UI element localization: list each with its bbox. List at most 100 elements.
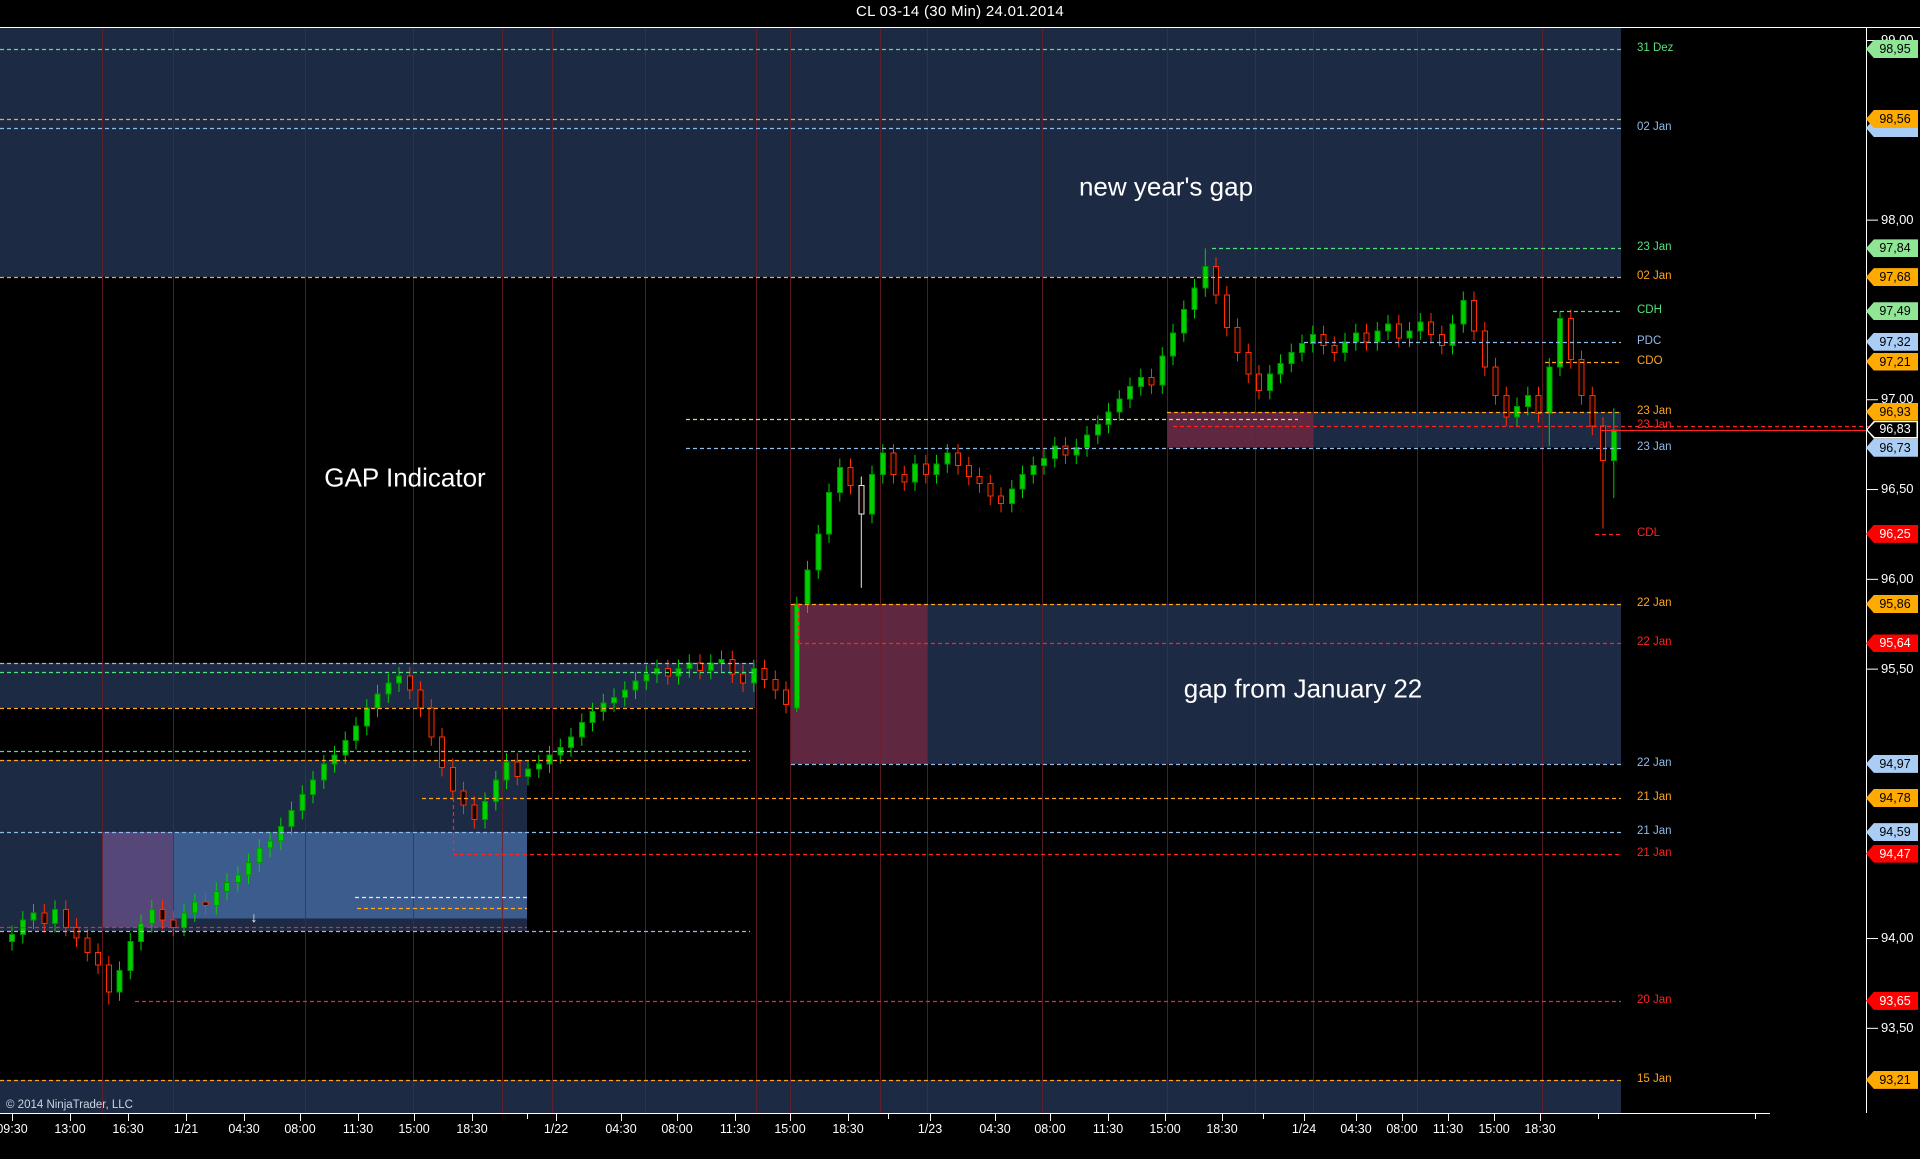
time-axis-label[interactable]: 15:00 xyxy=(774,1122,806,1136)
candle xyxy=(750,659,757,692)
candle xyxy=(84,929,91,962)
time-axis-label[interactable]: 15:00 xyxy=(1149,1122,1181,1136)
time-axis-label[interactable]: 04:30 xyxy=(1340,1122,1372,1136)
candle xyxy=(1503,386,1510,427)
time-axis-label[interactable]: 18:30 xyxy=(1524,1122,1556,1136)
time-axis-label[interactable]: 1/23 xyxy=(917,1122,943,1136)
candle xyxy=(1266,365,1273,400)
candle xyxy=(1342,332,1348,362)
candle xyxy=(740,665,746,692)
candle xyxy=(1524,386,1531,416)
time-axis-label[interactable]: 1/21 xyxy=(173,1122,199,1136)
candle xyxy=(955,444,961,475)
new-years-gap-box xyxy=(0,28,1621,278)
candle xyxy=(1051,436,1058,468)
time-axis-label[interactable]: 18:30 xyxy=(456,1122,488,1136)
level-date-label: 22 Jan xyxy=(1637,636,1672,649)
candle xyxy=(879,444,886,484)
candle xyxy=(600,693,607,721)
time-axis-label[interactable]: 13:00 xyxy=(54,1122,86,1136)
time-axis-label[interactable]: 11:30 xyxy=(342,1122,374,1136)
candle xyxy=(331,745,338,773)
candle xyxy=(525,760,531,786)
candle xyxy=(310,771,316,804)
time-axis-label[interactable]: 1/22 xyxy=(543,1122,569,1136)
time-axis-label[interactable]: 04:30 xyxy=(605,1122,637,1136)
jan15-bottom-band-box xyxy=(0,1079,1621,1113)
candle xyxy=(1191,278,1198,319)
candle xyxy=(299,785,306,820)
candle xyxy=(1438,325,1445,355)
candle xyxy=(1127,377,1133,409)
price-tag: 97,84 xyxy=(1866,239,1918,258)
candle xyxy=(643,665,650,691)
candle xyxy=(1557,311,1563,376)
candle xyxy=(847,458,854,495)
candle xyxy=(1567,309,1574,369)
level-date-label: 31 Dez xyxy=(1637,42,1674,54)
time-axis-label[interactable]: 11:30 xyxy=(1432,1122,1464,1136)
time-axis-label[interactable]: 08:00 xyxy=(284,1122,316,1136)
time-axis-label[interactable]: 15:00 xyxy=(1478,1122,1510,1136)
time-axis-label[interactable]: 08:00 xyxy=(1386,1122,1418,1136)
time-axis-label[interactable]: 15:00 xyxy=(398,1122,430,1136)
candle xyxy=(589,702,596,732)
time-axis-label[interactable]: 1/24 xyxy=(1291,1122,1317,1136)
price-axis-label[interactable]: 96,50 xyxy=(1881,481,1914,497)
candle xyxy=(191,893,198,922)
candle xyxy=(148,900,155,933)
price-axis-label[interactable]: 97,00 xyxy=(1881,391,1914,407)
time-axis-label[interactable]: 11:30 xyxy=(719,1122,751,1136)
time-axis-label[interactable]: 18:30 xyxy=(832,1122,864,1136)
candle xyxy=(890,444,897,484)
candle xyxy=(1331,336,1338,362)
candle xyxy=(1041,449,1047,475)
candle xyxy=(514,753,521,786)
candle xyxy=(1492,357,1499,405)
candle xyxy=(611,688,617,712)
candle xyxy=(492,771,499,811)
candle xyxy=(836,458,843,502)
candle xyxy=(987,474,994,506)
price-axis-label[interactable]: 95,50 xyxy=(1881,660,1914,676)
price-tag: 95,86 xyxy=(1866,594,1918,613)
candle xyxy=(1223,286,1230,337)
level-date-label: 22 Jan xyxy=(1637,596,1672,609)
time-axis-label[interactable]: 16:30 xyxy=(112,1122,144,1136)
candle xyxy=(95,943,101,974)
jan21-lower-box-steel xyxy=(173,832,527,919)
candle xyxy=(1008,480,1015,513)
price-axis-label[interactable]: 93,50 xyxy=(1881,1019,1914,1035)
price-axis-label[interactable]: 94,00 xyxy=(1881,930,1914,946)
candle xyxy=(138,914,144,951)
candle xyxy=(783,681,789,714)
candle xyxy=(826,483,832,543)
time-axis-label[interactable]: 09:30 xyxy=(0,1122,28,1136)
candle xyxy=(224,873,230,901)
candle xyxy=(729,650,736,684)
candle xyxy=(1073,438,1080,464)
price-tag: 96,25 xyxy=(1866,524,1918,543)
price-axis-label[interactable]: 96,00 xyxy=(1881,570,1914,586)
candle xyxy=(1352,323,1359,351)
time-axis-label[interactable]: 08:00 xyxy=(661,1122,693,1136)
copyright-text: © 2014 NinjaTrader, LLC xyxy=(6,1099,133,1111)
candle xyxy=(159,900,166,930)
time-axis-label[interactable]: 04:30 xyxy=(228,1122,260,1136)
level-date-label: CDH xyxy=(1637,304,1662,317)
time-axis-label[interactable]: 08:00 xyxy=(1034,1122,1066,1136)
time-axis-label[interactable]: 11:30 xyxy=(1092,1122,1124,1136)
price-axis-label[interactable]: 98,00 xyxy=(1881,211,1914,227)
time-axis-label[interactable]: 04:30 xyxy=(979,1122,1011,1136)
candle xyxy=(1514,397,1520,427)
price-tag: 98,56 xyxy=(1866,110,1918,129)
price-tag: 97,49 xyxy=(1866,302,1918,321)
price-tag: 97,21 xyxy=(1866,352,1918,371)
time-axis-label[interactable]: 18:30 xyxy=(1206,1122,1238,1136)
level-date-label: 02 Jan xyxy=(1637,121,1672,134)
candle xyxy=(793,596,800,712)
price-tag: 94,97 xyxy=(1866,754,1918,773)
level-date-label: 23 Jan xyxy=(1637,419,1672,432)
